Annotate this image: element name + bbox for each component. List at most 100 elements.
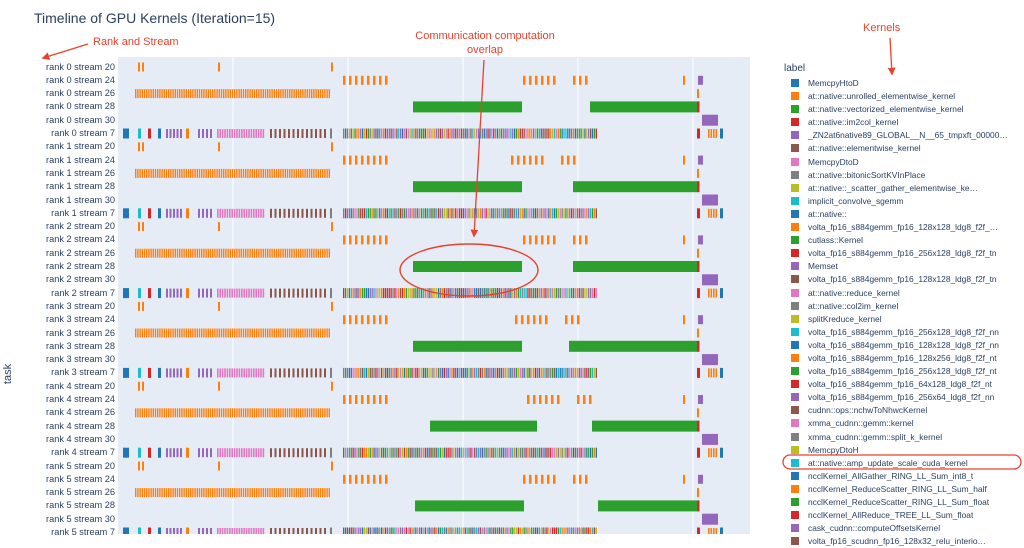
legend-item[interactable]: xmma_cudnn::gemm::split_k_kernel [782,431,1022,444]
legend-label: at::native::vectorized_elementwise_kerne… [808,104,964,115]
kernel-mark [219,528,221,534]
kernel-mark [591,208,594,219]
legend-item[interactable]: volta_fp16_s884gemm_fp16_256x64_ldg8_f2f… [782,391,1022,404]
kernel-mark [409,527,411,534]
legend-item[interactable]: Memset [782,260,1022,273]
kernel-mark [275,248,278,258]
kernel-mark [251,168,253,178]
kernel-mark [330,447,332,458]
kernel-mark [561,288,563,299]
kernel-mark [256,408,258,418]
kernel-mark [582,367,584,378]
kernel-mark [496,447,499,458]
legend-item[interactable]: volta_fp16_s884gemm_fp16_128x256_ldg8_f2… [782,352,1022,365]
kernel-mark [234,488,236,498]
legend-item[interactable]: at::native::unrolled_elementwise_kernel [782,90,1022,103]
legend-item[interactable]: at::native::_scatter_gather_elementwise_… [782,182,1022,195]
legend-item[interactable]: volta_fp16_s884gemm_fp16_128x128_ldg8_f2… [782,339,1022,352]
kernel-mark [561,447,563,458]
legend-item[interactable]: ncclKernel_AllReduce_TREE_LL_Sum_float [782,509,1022,522]
kernel-mark [221,208,224,218]
legend-item[interactable]: at::native::amp_update_scale_cuda_kernel [782,457,1022,470]
kernel-mark [158,288,161,299]
legend-item[interactable]: xmma_cudnn::gemm::kernel [782,417,1022,430]
y-tick-label: rank 0 stream 7 [51,128,115,138]
legend-item[interactable]: ncclKernel_ReduceScatter_RING_LL_Sum_hal… [782,483,1022,496]
kernel-mark [154,248,157,258]
kernel-mark [315,248,317,258]
legend-item[interactable]: cudnn::ops::nchwToNhwcKernel [782,404,1022,417]
kernel-mark [174,168,176,178]
kernel-mark [451,527,453,534]
kernel-mark [202,208,204,218]
kernel-mark [190,89,192,99]
kernel-mark [373,155,376,165]
kernel-mark [262,168,264,178]
kernel-mark [502,447,504,458]
legend-item[interactable]: volta_fp16_s884gemm_fp16_128x128_ldg8_f2… [782,221,1022,234]
legend-item[interactable]: volta_fp16_s884gemm_fp16_64x128_ldg8_f2f… [782,378,1022,391]
kernel-mark [317,408,319,418]
legend-item[interactable]: splitKreduce_kernel [782,313,1022,326]
kernel-mark [358,527,360,534]
kernel-mark [180,448,182,458]
legend-item[interactable]: ncclKernel_ReduceScatter_RING_LL_Sum_flo… [782,496,1022,509]
kernel-mark [143,328,146,338]
kernel-mark [462,208,464,219]
kernel-mark [373,235,376,245]
kernel-mark [183,168,185,178]
kernel-mark [300,168,302,178]
kernel-mark [424,527,426,534]
kernel-mark [683,155,685,165]
kernel-mark [485,288,487,299]
kernel-mark [493,367,495,378]
kernel-mark [576,447,578,458]
legend-item[interactable]: at::native::im2col_kernel [782,116,1022,129]
kernel-mark [267,488,269,498]
legend-item[interactable]: MemcpyHtoD [782,77,1022,90]
legend-item[interactable]: cask_cudnn::computeOffsetsKernel [782,522,1022,535]
kernel-mark [319,89,322,99]
kernel-mark [161,168,163,178]
legend-item[interactable]: volta_fp16_s884gemm_fp16_256x128_ldg8_f2… [782,365,1022,378]
kernel-mark [571,288,573,299]
kernel-mark [386,128,388,139]
kernel-mark [523,155,526,165]
legend-item[interactable]: at::native::reduce_kernel [782,287,1022,300]
legend-item[interactable]: MemcpyDtoH [782,444,1022,457]
legend-item[interactable]: at::native::vectorized_elementwise_kerne… [782,103,1022,116]
kernel-mark [221,288,224,298]
kernel-mark [439,367,442,378]
timeline-plot[interactable] [118,57,750,534]
kernel-mark [360,288,362,299]
legend-item[interactable]: volta_fp16_s884gemm_fp16_256x128_ldg8_f2… [782,326,1022,339]
legend-item[interactable]: volta_fp16_s884gemm_fp16_128x128_ldg8_f2… [782,273,1022,286]
legend-item[interactable]: at::native::col2im_kernel [782,300,1022,313]
legend-item[interactable]: at::native::elementwise_kernel [782,142,1022,155]
kernel-mark [411,447,413,458]
kernel-mark [269,488,271,498]
kernel-mark [541,235,544,245]
legend-item[interactable]: _ZN2at6native89_GLOBAL__N__65_tmpxft_000… [782,129,1022,142]
kernel-mark [123,367,129,378]
kernel-mark [572,367,575,378]
kernel-mark [139,248,141,258]
kernel-mark [595,288,597,299]
kernel-mark [173,528,175,534]
legend-item[interactable]: MemcpyDtoD [782,156,1022,169]
legend-item[interactable]: volta_fp16_scudnn_fp16_128x32_relu_inter… [782,535,1022,548]
kernel-mark [247,408,249,418]
legend-item[interactable]: cutlass::Kernel [782,234,1022,247]
kernel-mark [578,128,580,139]
legend-item[interactable]: volta_fp16_s884gemm_fp16_256x128_ldg8_f2… [782,247,1022,260]
kernel-mark [280,408,282,418]
legend-swatch [791,183,799,192]
kernel-mark [697,500,700,512]
kernel-mark [683,315,685,325]
kernel-mark [344,128,347,139]
legend-item[interactable]: at::native::bitonicSortKVInPlace [782,169,1022,182]
legend-item[interactable]: at::native:: [782,208,1022,221]
legend-item[interactable]: implicit_convolve_sgemm [782,195,1022,208]
kernel-mark [212,89,214,99]
legend-item[interactable]: ncclKernel_AllGather_RING_LL_Sum_int8_t [782,470,1022,483]
